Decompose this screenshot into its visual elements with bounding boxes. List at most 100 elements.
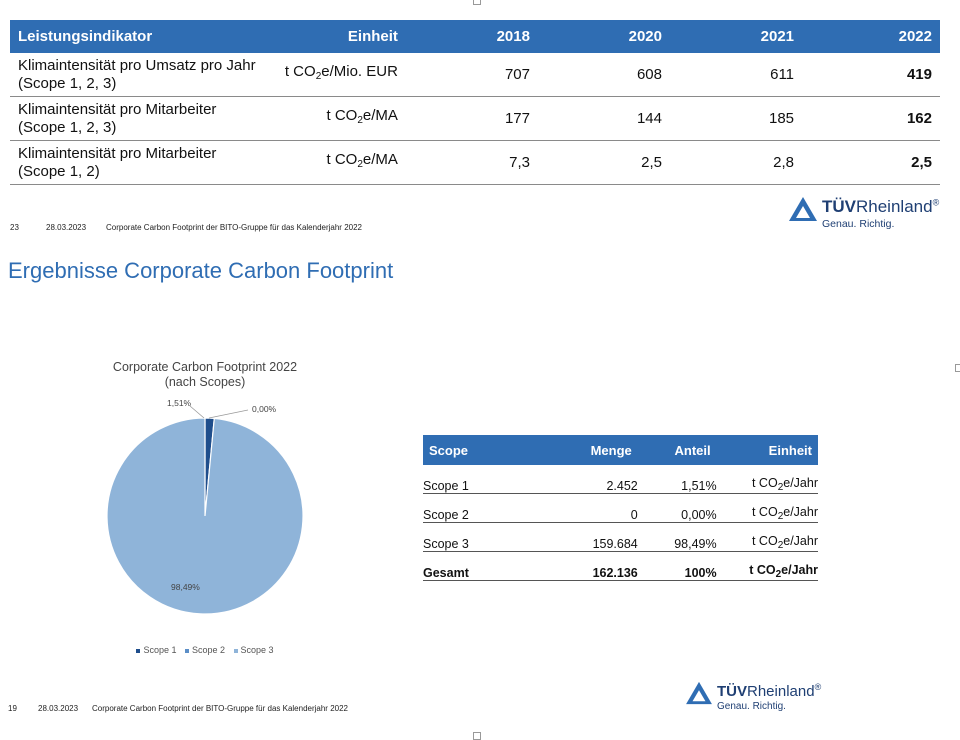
unit-text: e/Jahr: [781, 563, 818, 577]
table-row-total: Gesamt 162.136 100% t CO2e/Jahr: [423, 551, 818, 581]
table-row: Scope 2 0 0,00% t CO2e/Jahr: [423, 493, 818, 523]
unit-text: e/MA: [362, 107, 398, 124]
legend-label: Scope 3: [240, 645, 274, 655]
total-anteil: 100%: [637, 551, 717, 581]
indicator-scope: (Scope 1, 2, 3): [18, 74, 117, 92]
total-label: Gesamt: [423, 551, 546, 581]
footer-text: Corporate Carbon Footprint der BITO-Grup…: [106, 223, 362, 232]
value-2021: 611: [670, 53, 803, 97]
header-anteil: Anteil: [637, 435, 717, 465]
logo-tagline: Genau. Richtig.: [717, 701, 786, 712]
value-2018: 707: [405, 53, 538, 97]
scope-name: Scope 2: [423, 493, 546, 523]
header-scope: Scope: [423, 435, 546, 465]
leader-line-scope1: [189, 405, 205, 419]
logo-registered: ®: [932, 197, 940, 208]
header-unit: Einheit: [269, 20, 406, 53]
scope-anteil: 1,51%: [637, 465, 717, 494]
legend-label: Scope 1: [143, 645, 177, 655]
pie-chart: 1,51% 0,00% 98,49%: [106, 398, 304, 615]
indicator-cell: Klimaintensität pro Mitarbeiter (Scope 1,…: [10, 96, 270, 141]
footer-page-number: 19: [8, 704, 17, 713]
value-2020: 2,5: [537, 140, 670, 185]
unit-subscript: 2: [357, 115, 363, 126]
triangle-logo-icon: [789, 197, 817, 221]
indicator-scope: (Scope 1, 2): [18, 162, 100, 180]
value-2020: 144: [537, 96, 670, 141]
indicator-cell: Klimaintensität pro Mitarbeiter (Scope 1,…: [10, 140, 270, 185]
tuv-logo: TÜVRheinland® Genau. Richtig.: [685, 681, 845, 721]
unit-subscript: 2: [777, 540, 784, 551]
scope-table-header: Scope Menge Anteil Einheit: [423, 435, 818, 465]
table-row: Klimaintensität pro Umsatz pro Jahr (Scop…: [10, 53, 940, 97]
footer-date: 28.03.2023: [38, 704, 79, 713]
unit-text: t CO: [326, 107, 358, 124]
chart-legend: Scope 1 Scope 2 Scope 3: [90, 645, 320, 655]
scope-anteil: 98,49%: [637, 522, 717, 552]
logo-brand: TÜVRheinland®: [822, 197, 939, 217]
leader-line-scope2: [208, 409, 249, 419]
logo-tagline: Genau. Richtig.: [822, 218, 895, 230]
table-row: Klimaintensität pro Mitarbeiter (Scope 1,…: [10, 140, 940, 185]
value-2022: 419: [802, 53, 940, 97]
legend-item: Scope 3: [233, 645, 274, 655]
table-row: Scope 1 2.452 1,51% t CO2e/Jahr: [423, 465, 818, 494]
slide-handle-bottom: [473, 732, 481, 740]
logo-registered: ®: [814, 682, 822, 692]
total-unit: t CO2e/Jahr: [716, 551, 818, 581]
scope-menge: 0: [545, 493, 638, 523]
header-2021: 2021: [670, 20, 803, 53]
value-2021: 185: [670, 96, 803, 141]
value-2022: 162: [802, 96, 940, 141]
slide-title: Ergebnisse Corporate Carbon Footprint: [8, 258, 394, 283]
total-menge: 162.136: [545, 551, 638, 581]
logo-brand-bold: TÜV: [822, 197, 856, 216]
scope-unit: t CO2e/Jahr: [716, 493, 818, 523]
scope-menge: 2.452: [545, 465, 638, 494]
unit-subscript: 2: [357, 159, 363, 170]
data-label-scope1: 1,51%: [167, 398, 192, 408]
unit-text: e/Jahr: [783, 476, 818, 490]
unit-subscript: 2: [777, 511, 784, 522]
indicator-text: Klimaintensität pro Umsatz pro Jahr: [18, 56, 256, 74]
scope-name: Scope 1: [423, 465, 546, 494]
scope-table: Scope Menge Anteil Einheit Scope 1 2.452…: [423, 435, 818, 581]
unit-text: t CO: [284, 63, 316, 80]
value-2018: 177: [405, 96, 538, 141]
legend-item: Scope 1: [136, 645, 176, 655]
chart-title-block: Corporate Carbon Footprint 2022 (nach Sc…: [90, 360, 320, 390]
table-row: Klimaintensität pro Mitarbeiter (Scope 1,…: [10, 96, 940, 141]
unit-subscript: 2: [777, 482, 784, 493]
unit-subscript: 2: [315, 71, 322, 82]
slide-handle-right: [955, 364, 960, 372]
unit-text: t CO: [749, 563, 776, 577]
indicator-cell: Klimaintensität pro Umsatz pro Jahr (Scop…: [10, 53, 270, 97]
logo-brand: TÜVRheinland®: [717, 682, 821, 700]
indicator-scope: (Scope 1, 2, 3): [18, 118, 117, 136]
kpi-table-header: Leistungsindikator Einheit 2018 2020 202…: [10, 20, 940, 53]
tuv-logo: TÜVRheinland® Genau. Richtig.: [788, 196, 948, 236]
footer-text: Corporate Carbon Footprint der BITO-Grup…: [92, 704, 348, 713]
header-2020: 2020: [537, 20, 670, 53]
value-2022: 2,5: [802, 140, 940, 185]
header-einheit: Einheit: [716, 435, 818, 465]
legend-marker: [136, 648, 141, 653]
logo-brand-regular: Rheinland: [747, 683, 815, 700]
scope-anteil: 0,00%: [637, 493, 717, 523]
scope-unit: t CO2e/Jahr: [716, 465, 818, 494]
unit-text: t CO: [751, 505, 778, 519]
triangle-logo-icon: [686, 681, 712, 705]
unit-text: t CO: [326, 151, 358, 168]
header-2018: 2018: [405, 20, 538, 53]
pie-slice-scope-3: [106, 417, 304, 615]
scope-unit: t CO2e/Jahr: [716, 522, 818, 552]
kpi-table: Leistungsindikator Einheit 2018 2020 202…: [10, 20, 940, 185]
scope-menge: 159.684: [545, 522, 638, 552]
data-label-scope3: 98,49%: [171, 582, 200, 592]
header-2022: 2022: [802, 20, 940, 53]
chart-subtitle: (nach Scopes): [164, 375, 246, 389]
legend-item: Scope 2: [184, 645, 225, 655]
unit-text: t CO: [751, 476, 778, 490]
footer-date: 28.03.2023: [46, 223, 87, 232]
unit-cell: t CO2e/MA: [269, 96, 406, 141]
